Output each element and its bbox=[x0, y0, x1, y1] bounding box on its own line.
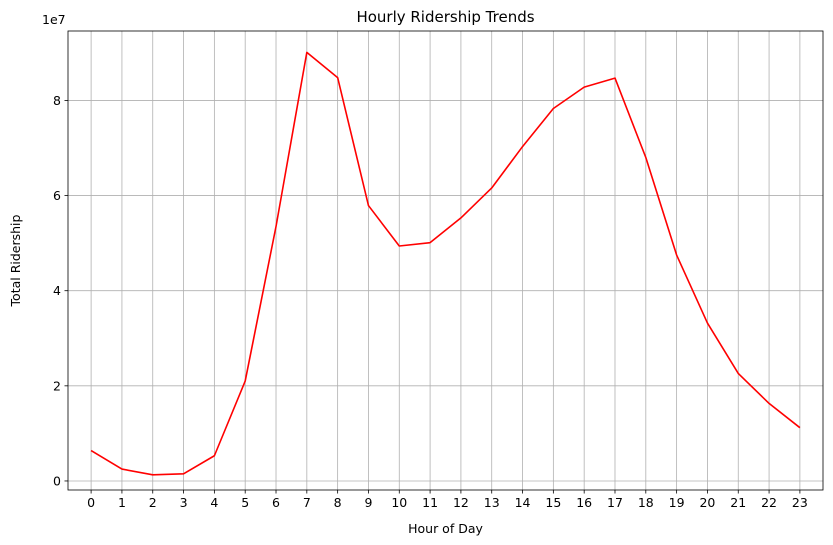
x-tick-label: 16 bbox=[576, 495, 592, 510]
x-tick-label: 14 bbox=[515, 495, 531, 510]
x-tick-label: 10 bbox=[391, 495, 407, 510]
x-tick-label: 9 bbox=[364, 495, 372, 510]
grid bbox=[68, 31, 823, 490]
y-axis-ticks: 0 2 4 6 8 bbox=[53, 93, 68, 488]
y-tick-label: 8 bbox=[53, 93, 61, 108]
y-tick-label: 0 bbox=[53, 473, 61, 488]
x-tick-label: 13 bbox=[484, 495, 500, 510]
x-tick-label: 12 bbox=[453, 495, 469, 510]
x-tick-label: 3 bbox=[180, 495, 188, 510]
x-tick-label: 23 bbox=[792, 495, 808, 510]
x-tick-label: 22 bbox=[761, 495, 777, 510]
plot-frame bbox=[67, 30, 824, 491]
x-tick-label: 18 bbox=[638, 495, 654, 510]
y-tick-label: 4 bbox=[53, 283, 61, 298]
x-axis-ticks: 0 1 2 3 4 5 6 7 8 9 10 11 12 13 14 15 16 17 18 19 20 21 22 23 bbox=[87, 490, 808, 510]
x-axis-label: Hour of Day bbox=[408, 521, 483, 536]
y-axis-offset-label: 1e7 bbox=[42, 12, 66, 27]
x-tick-label: 11 bbox=[422, 495, 438, 510]
x-tick-label: 2 bbox=[149, 495, 157, 510]
series-line bbox=[90, 51, 801, 476]
y-tick-label: 2 bbox=[53, 378, 61, 393]
chart-title: Hourly Ridership Trends bbox=[356, 8, 534, 26]
x-tick-label: 5 bbox=[241, 495, 249, 510]
x-tick-label: 19 bbox=[669, 495, 685, 510]
x-tick-label: 7 bbox=[303, 495, 311, 510]
x-tick-label: 8 bbox=[334, 495, 342, 510]
x-tick-label: 21 bbox=[730, 495, 746, 510]
x-tick-label: 15 bbox=[545, 495, 561, 510]
y-tick-label: 6 bbox=[53, 188, 61, 203]
y-axis-label: Total Ridership bbox=[8, 214, 23, 307]
x-tick-label: 4 bbox=[210, 495, 218, 510]
series-layer bbox=[90, 51, 801, 476]
x-tick-label: 6 bbox=[272, 495, 280, 510]
x-tick-label: 1 bbox=[118, 495, 126, 510]
x-tick-label: 0 bbox=[87, 495, 95, 510]
x-tick-label: 17 bbox=[607, 495, 623, 510]
x-tick-label: 20 bbox=[699, 495, 715, 510]
